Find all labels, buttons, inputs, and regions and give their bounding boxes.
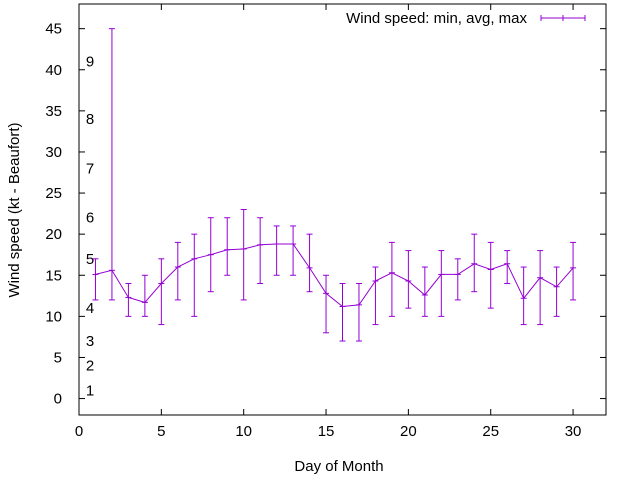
y-tick-label: 20 [45,226,62,243]
beaufort-label: 9 [86,54,94,71]
y-tick-label: 35 [45,103,62,120]
beaufort-label: 3 [86,333,94,350]
x-tick-label: 10 [235,423,252,440]
beaufort-label: 1 [86,382,94,399]
beaufort-label: 6 [86,210,94,227]
y-axis-title: Wind speed (kt - Beaufort) [6,122,23,297]
legend-label: Wind speed: min, avg, max [346,10,527,27]
series-line [95,243,574,308]
y-tick-label: 30 [45,144,62,161]
legend: Wind speed: min, avg, max [346,10,586,27]
x-tick-label: 0 [75,423,83,440]
y-tick-label: 45 [45,21,62,38]
x-tick-label: 15 [318,423,335,440]
x-tick-label: 5 [157,423,165,440]
x-axis-title: Day of Month [294,458,383,475]
beaufort-label: 7 [86,160,94,177]
beaufort-label: 5 [86,251,94,268]
beaufort-label: 4 [86,300,94,317]
beaufort-label: 2 [86,358,94,375]
beaufort-label: 8 [86,111,94,128]
x-tick-label: 30 [565,423,582,440]
y-tick-label: 5 [54,349,62,366]
x-tick-label: 25 [482,423,499,440]
y-tick-label: 0 [54,391,62,408]
y-tick-label: 40 [45,62,62,79]
y-tick-label: 25 [45,185,62,202]
x-tick-label: 20 [400,423,417,440]
series-marks [92,28,577,342]
y-tick-label: 15 [45,267,62,284]
plot-frame [78,3,607,416]
y-tick-label: 10 [45,308,62,325]
